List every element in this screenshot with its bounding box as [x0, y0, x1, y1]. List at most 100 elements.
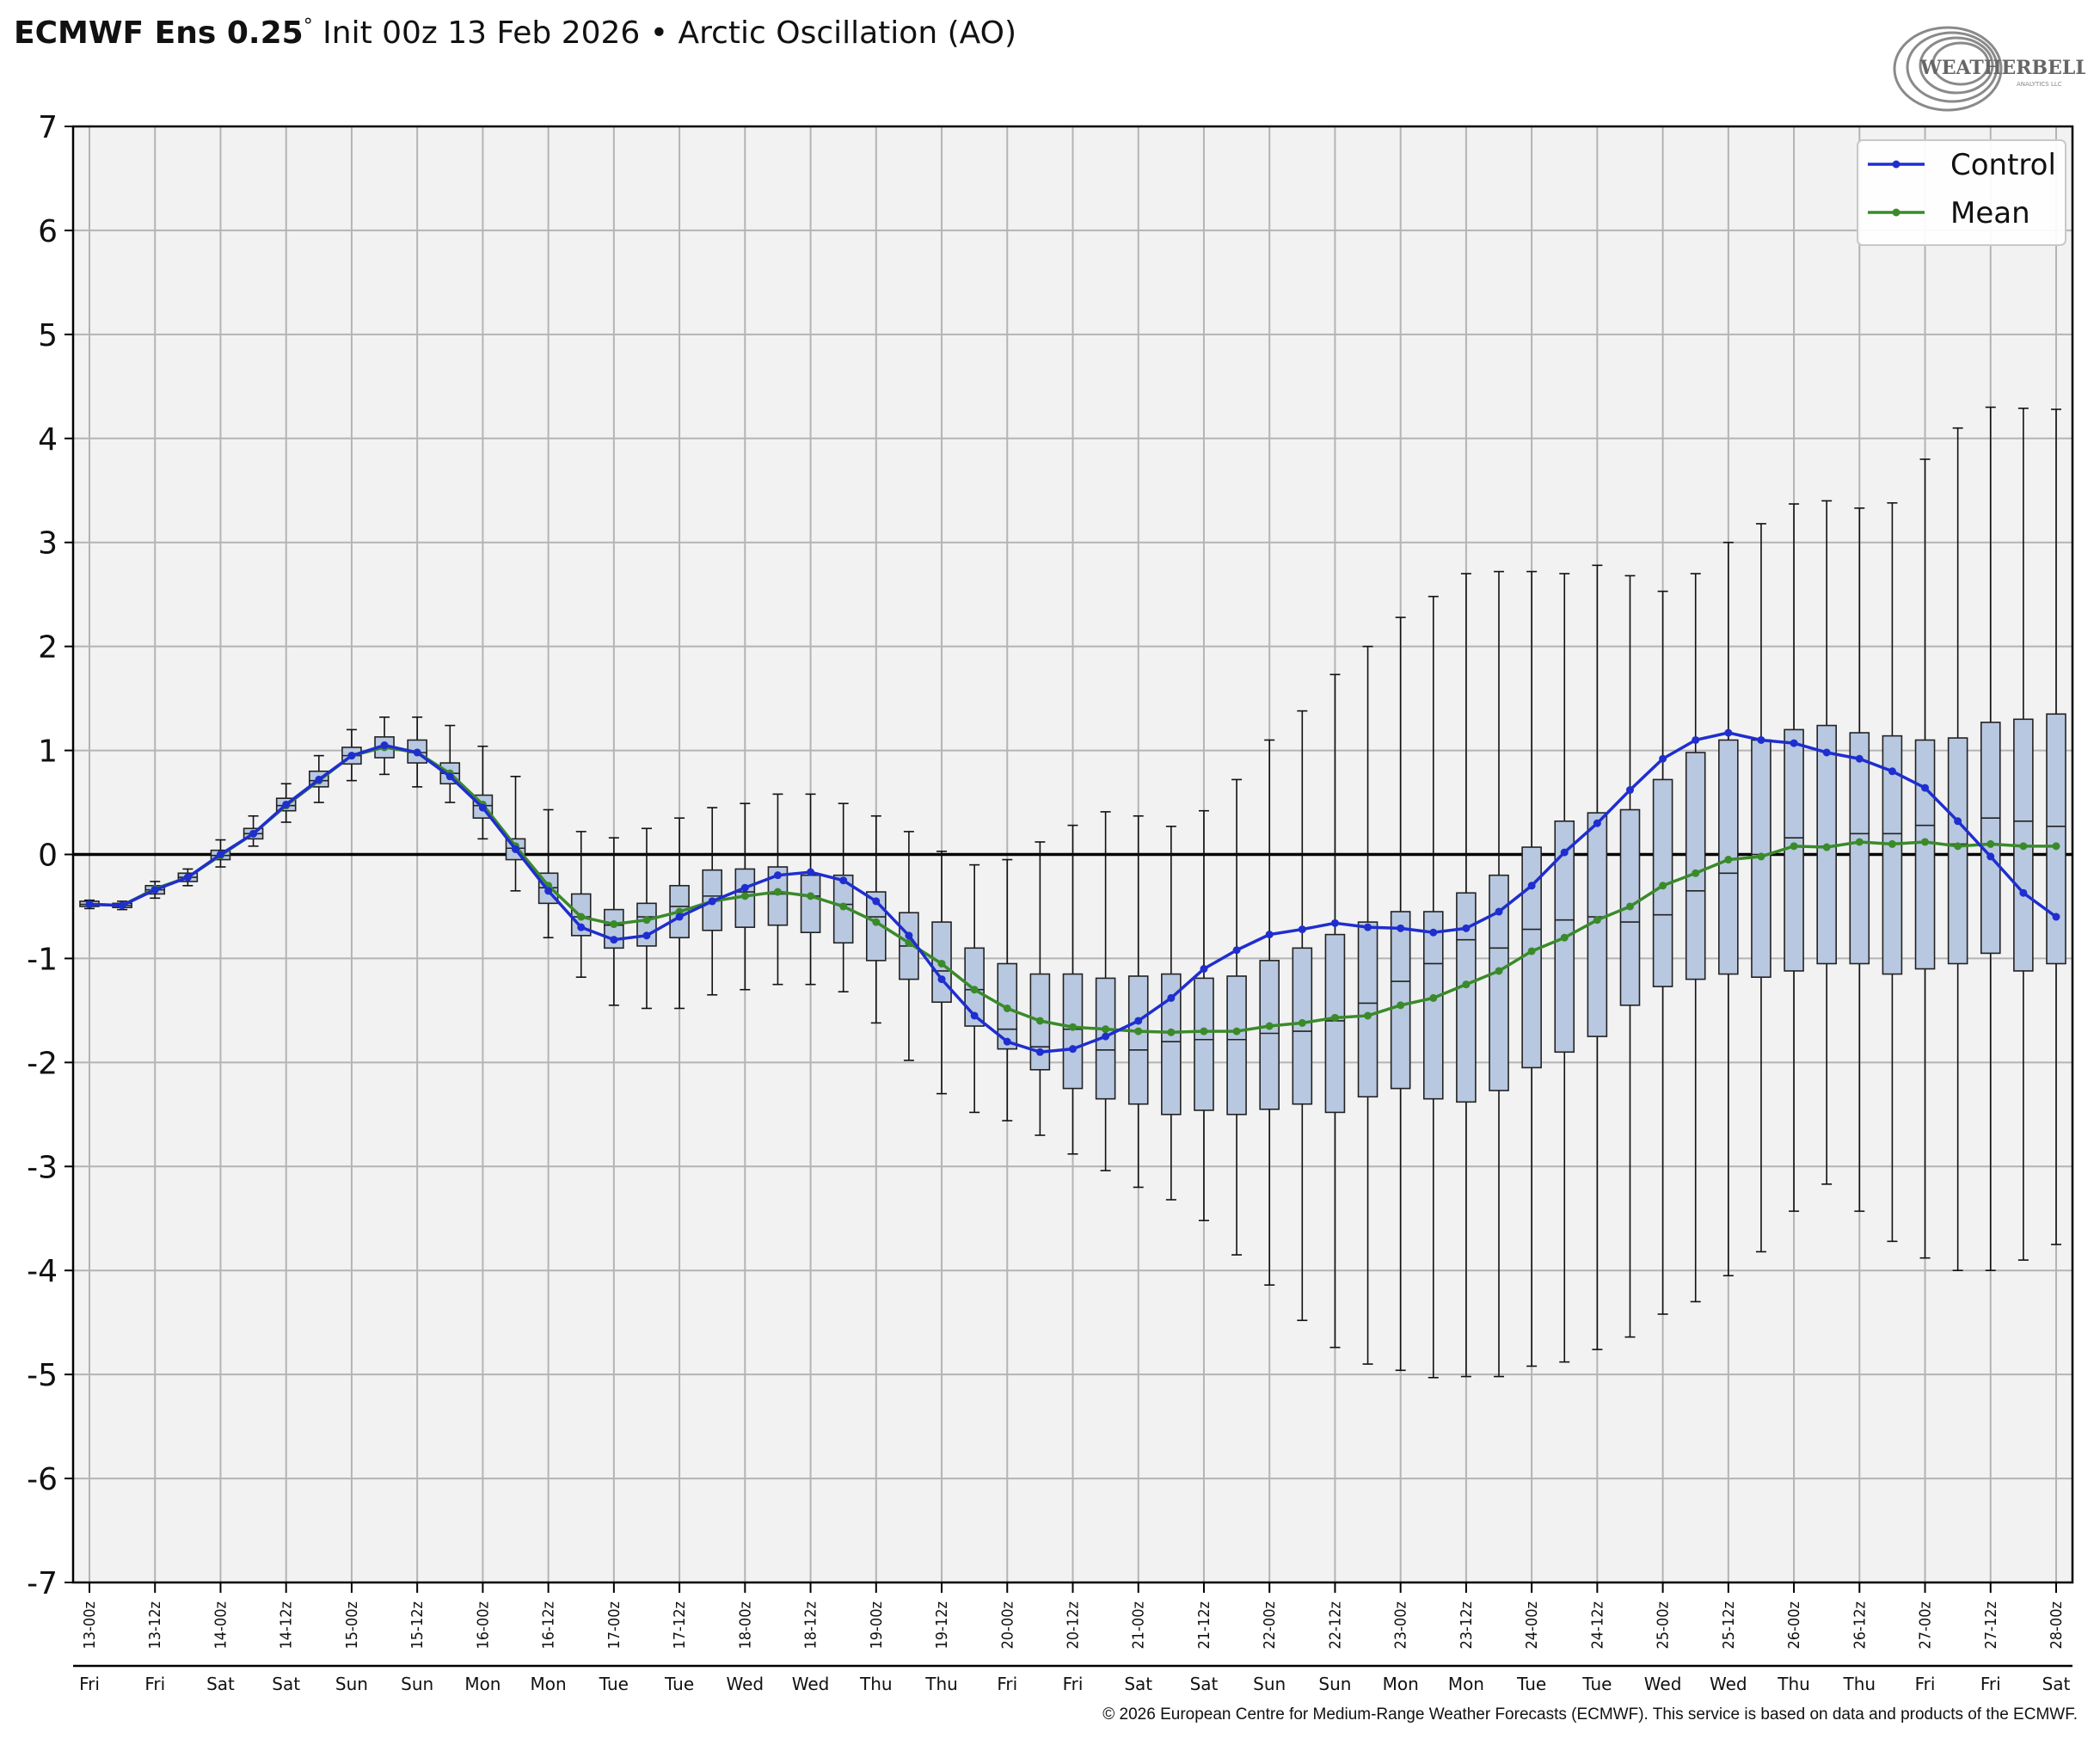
x-axis-ticks: 13-00z Fri 13-12z Fri 14-00z Sat 14-12z Sat 15-0…	[73, 1582, 2072, 1694]
series-point-mean	[1200, 1027, 1208, 1035]
series-point-control	[2019, 888, 2028, 897]
series-point-control	[1364, 923, 1372, 931]
series-point-control	[347, 752, 356, 760]
ensemble-box	[1914, 458, 1936, 1259]
series-point-control	[708, 897, 716, 906]
series-point-control	[1954, 817, 1962, 826]
y-tick-label: 4	[38, 422, 58, 458]
x-tick-label: 14-12z	[278, 1601, 296, 1650]
legend-label-control: Control	[1950, 148, 2056, 182]
box-iqr	[1882, 734, 1903, 975]
y-tick-label: -1	[27, 942, 58, 977]
ensemble-box	[865, 814, 887, 1024]
x-day-label: Fri	[79, 1674, 100, 1694]
ensemble-box	[1062, 824, 1084, 1155]
series-point-mean	[773, 888, 782, 896]
box-iqr	[1390, 911, 1411, 1090]
x-day-label: Mon	[1448, 1674, 1484, 1694]
box-iqr	[1914, 739, 1936, 970]
ensemble-box	[2046, 409, 2066, 1245]
box-iqr	[1259, 960, 1280, 1110]
series-point-mean	[2019, 842, 2028, 851]
series-point-control	[740, 883, 749, 892]
x-day-label: Sat	[206, 1674, 235, 1694]
x-tick-label: 18-00z	[736, 1601, 754, 1650]
series-point-mean	[1167, 1028, 1176, 1036]
x-tick-label: 19-12z	[933, 1601, 951, 1650]
series-point-control	[675, 913, 684, 921]
ensemble-box	[1422, 595, 1444, 1379]
series-point-mean	[1102, 1025, 1110, 1034]
series-point-control	[642, 931, 651, 940]
x-tick-label: 20-12z	[1065, 1601, 1083, 1650]
series-point-control	[544, 887, 553, 895]
series-point-control	[183, 873, 192, 882]
box-iqr	[2046, 713, 2066, 965]
series-point-mean	[1527, 947, 1536, 956]
series-point-control	[1790, 739, 1798, 747]
x-day-label: Thu	[1843, 1674, 1876, 1694]
x-tick-label: 25-12z	[1720, 1601, 1738, 1650]
ensemble-box	[1784, 503, 1804, 1213]
box-iqr	[1194, 977, 1214, 1111]
x-tick-label: 18-12z	[802, 1601, 820, 1650]
series-point-control	[1495, 907, 1503, 916]
series-point-control	[1986, 852, 1995, 861]
series-point-control	[413, 748, 421, 757]
series-point-control	[118, 901, 126, 910]
series-point-mean	[1265, 1022, 1274, 1030]
box-iqr	[1489, 874, 1509, 1091]
logo-text: WEATHERBELL	[1919, 57, 2085, 79]
series-point-control	[1035, 1048, 1044, 1056]
ensemble-box	[1489, 570, 1509, 1378]
series-point-control	[249, 829, 258, 838]
box-iqr	[1784, 728, 1804, 972]
box-iqr	[1456, 892, 1477, 1103]
x-tick-label: 27-00z	[1917, 1601, 1935, 1650]
series-point-mean	[1986, 839, 1995, 848]
series-point-mean	[807, 892, 815, 900]
ensemble-box	[1127, 814, 1149, 1189]
series-control	[85, 728, 2060, 1056]
series-point-mean	[1757, 852, 1765, 861]
series-point-mean	[577, 913, 586, 921]
series-point-mean	[1429, 993, 1438, 1002]
x-day-label: Sat	[1124, 1674, 1152, 1694]
series-point-control	[970, 1011, 979, 1020]
series-point-mean	[1364, 1011, 1372, 1020]
x-day-label: Fri	[1915, 1674, 1936, 1694]
series-point-mean	[1397, 1001, 1405, 1010]
x-tick-label: 15-12z	[408, 1601, 427, 1650]
series-point-mean	[839, 902, 848, 911]
y-tick-label: -4	[27, 1254, 58, 1289]
series-point-control	[1692, 735, 1700, 744]
series-point-control	[1134, 1017, 1143, 1025]
series-point-mean	[1822, 843, 1831, 851]
ensemble-box	[1226, 778, 1247, 1256]
legend-marker-control	[1892, 160, 1900, 169]
series-point-control	[1593, 819, 1601, 827]
series-point-control	[380, 741, 389, 750]
logo-subtext: ANALYTICS LLC	[2017, 81, 2062, 88]
series-point-control	[512, 845, 520, 853]
ensemble-box	[1357, 645, 1379, 1365]
series-point-mean	[1790, 842, 1798, 851]
x-tick-label: 23-12z	[1458, 1601, 1476, 1650]
series-point-control	[478, 803, 487, 812]
box-iqr	[865, 891, 887, 962]
y-tick-label: 3	[38, 526, 58, 562]
series-point-control	[1757, 735, 1765, 744]
series-point-mean	[1593, 916, 1601, 925]
series-point-control	[216, 851, 224, 858]
weatherbell-logo: WEATHERBELL ANALYTICS LLC	[1893, 26, 2085, 112]
series-point-mean	[1462, 980, 1471, 989]
series-point-control	[1921, 783, 1930, 792]
series-point-mean	[1035, 1017, 1044, 1025]
series-point-mean	[1888, 839, 1896, 848]
x-day-label: Sun	[1318, 1674, 1351, 1694]
box-iqr	[1062, 973, 1084, 1090]
series-point-mean	[1659, 882, 1667, 890]
legend-label-mean: Mean	[1950, 196, 2030, 230]
y-tick-label: -3	[27, 1150, 58, 1185]
series-point-control	[1003, 1037, 1011, 1046]
